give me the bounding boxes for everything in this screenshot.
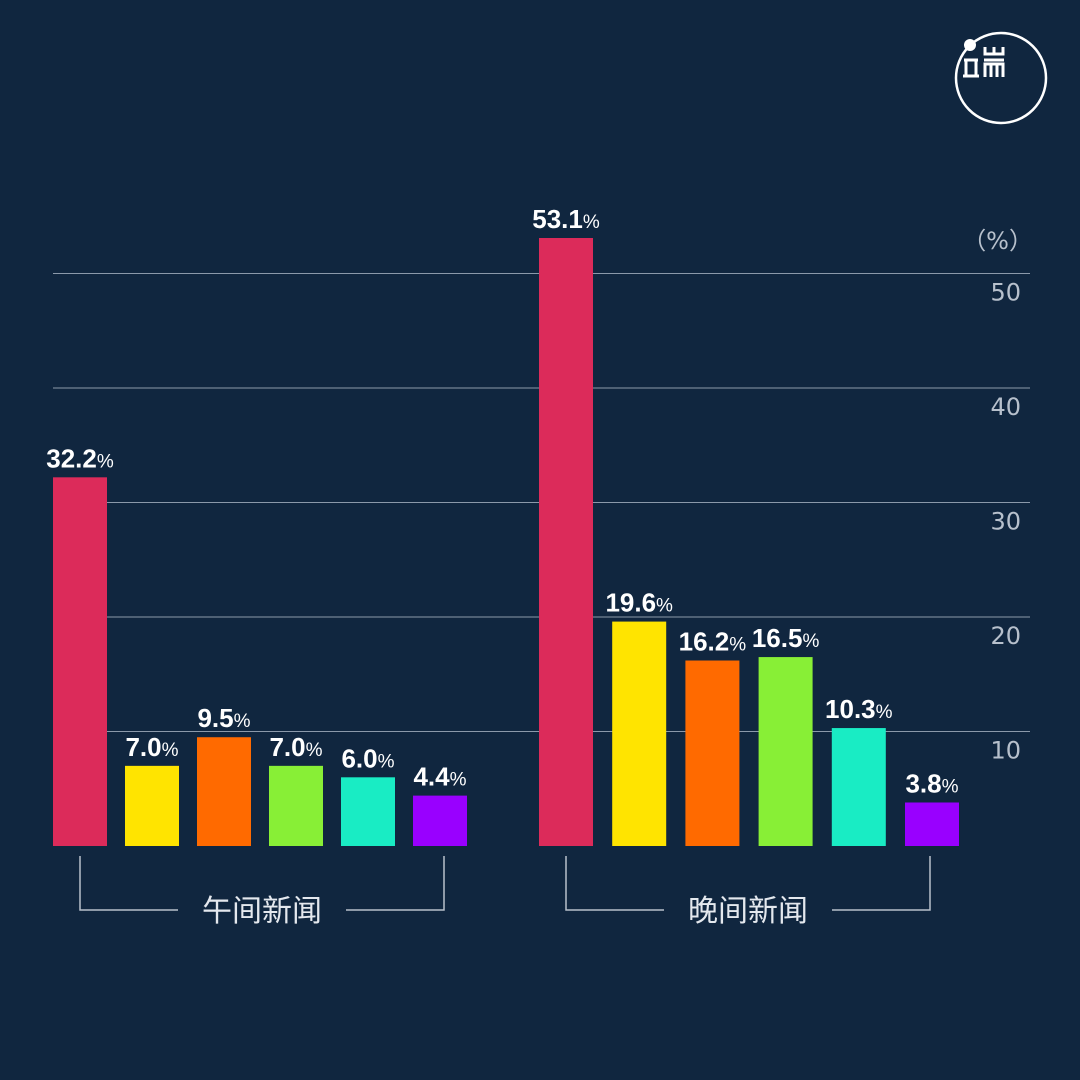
- bars: [53, 238, 959, 846]
- data-label: 10.3%: [825, 694, 893, 724]
- category-label: 晚间新闻: [688, 894, 808, 929]
- y-axis-unit: （%）: [962, 227, 1033, 255]
- data-label: 53.1%: [532, 204, 600, 234]
- bar: [758, 657, 813, 846]
- logo-icon: [954, 31, 1048, 125]
- value-labels: 32.2% 7.0% 9.5% 7.0% 6.0% 4.4% 53.1% 19.6%16.2%…: [46, 204, 958, 798]
- data-label: 16.2%: [679, 627, 747, 657]
- bar: [905, 802, 959, 846]
- data-label: 4.4%: [413, 762, 466, 792]
- y-tick-label: 50: [990, 279, 1021, 307]
- y-tick-label: 10: [990, 737, 1021, 765]
- data-label: 7.0%: [269, 732, 322, 762]
- data-label: 6.0%: [341, 743, 394, 773]
- bar: [831, 728, 886, 846]
- data-label: 19.6%: [605, 588, 673, 618]
- bar: [539, 238, 593, 846]
- bar: [197, 737, 251, 846]
- bar: [269, 765, 323, 846]
- group-bracket: [565, 856, 931, 911]
- bar: [125, 765, 179, 846]
- data-label: 16.5%: [752, 623, 820, 653]
- data-label: 32.2%: [46, 443, 114, 473]
- data-label: 9.5%: [197, 703, 250, 733]
- bar: [341, 777, 395, 846]
- data-label: 7.0%: [125, 732, 178, 762]
- bar: [685, 660, 740, 846]
- bar: [413, 795, 467, 846]
- bar: [53, 477, 107, 846]
- group-bracket: [79, 856, 445, 911]
- y-tick-label: 40: [990, 393, 1021, 421]
- category-label: 午间新闻: [202, 894, 322, 929]
- y-tick-label: 20: [990, 622, 1021, 650]
- category-groups: 午间新闻 晚间新闻: [79, 856, 931, 929]
- bar: [612, 621, 667, 846]
- data-label: 3.8%: [905, 768, 958, 798]
- y-tick-label: 30: [990, 508, 1021, 536]
